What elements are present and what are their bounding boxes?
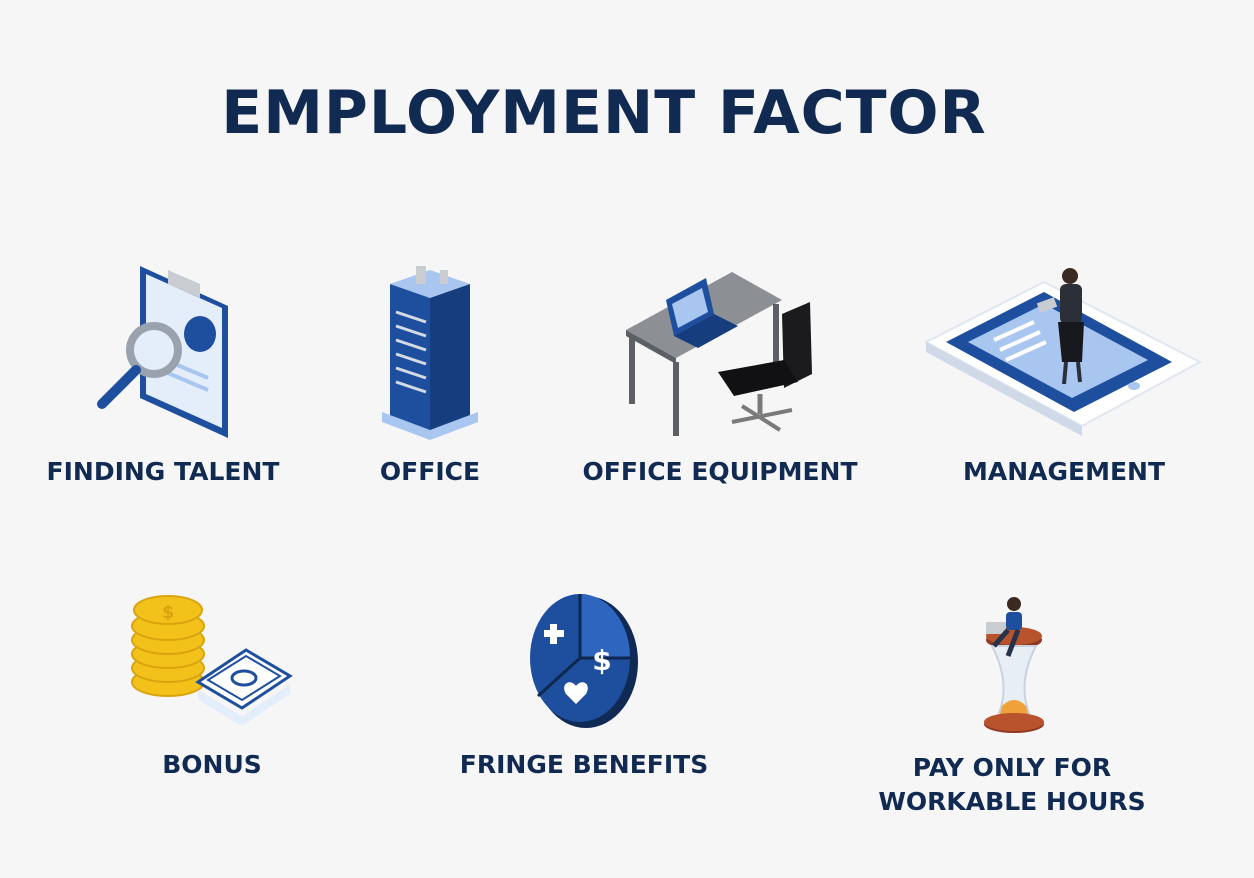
- tablet-manager-icon: [924, 268, 1203, 436]
- factor-label: PAY ONLY FOR: [912, 753, 1112, 782]
- factor-label: FRINGE BENEFITS: [459, 750, 709, 779]
- page-title: EMPLOYMENT FACTOR: [221, 78, 987, 148]
- office-building-icon: [382, 266, 478, 440]
- factor-label: OFFICE EQUIPMENT: [582, 457, 858, 486]
- desk-laptop-chair-icon: [626, 272, 812, 436]
- clipboard-magnifier-icon: [97, 266, 228, 438]
- coins-cash-icon: $: [131, 595, 293, 726]
- factor-label: BONUS: [162, 750, 262, 779]
- factor-label: FINDING TALENT: [46, 457, 280, 486]
- factor-label: OFFICE: [379, 457, 481, 486]
- hourglass-worker-icon: [984, 597, 1044, 733]
- svg-text:$: $: [592, 644, 611, 677]
- svg-text:$: $: [162, 602, 175, 623]
- factor-label: WORKABLE HOURS: [878, 787, 1146, 816]
- benefits-pie-icon: $: [530, 594, 638, 728]
- factor-label: MANAGEMENT: [962, 457, 1166, 486]
